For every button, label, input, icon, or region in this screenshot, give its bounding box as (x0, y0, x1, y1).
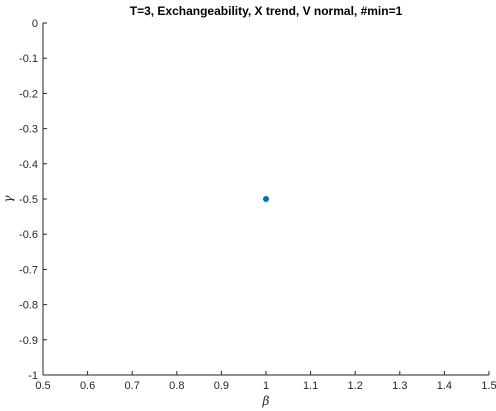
x-tick-label: 0.6 (80, 380, 95, 392)
y-tick-label: -0.7 (19, 264, 38, 276)
data-point (263, 196, 269, 202)
x-tick-label: 1.4 (437, 380, 452, 392)
y-tick-label: -0.6 (19, 229, 38, 241)
y-axis-label: γ (1, 195, 15, 203)
x-tick-label: 1 (263, 380, 269, 392)
y-tick-label: -0.3 (19, 124, 38, 136)
y-tick-label: -0.2 (19, 88, 38, 100)
x-tick-label: 1.3 (392, 380, 407, 392)
x-axis-label: β (262, 394, 270, 408)
x-tick-label: 1.1 (303, 380, 318, 392)
x-tick-label: 0.7 (125, 380, 140, 392)
y-tick-label: -0.5 (19, 194, 38, 206)
x-tick-label: 0.8 (169, 380, 184, 392)
y-tick-label: -0.9 (19, 335, 38, 347)
y-tick-label: 0 (32, 18, 38, 30)
chart-title: T=3, Exchangeability, X trend, V normal,… (130, 4, 403, 18)
data-points (263, 196, 269, 202)
y-tick-label: -0.1 (19, 53, 38, 65)
x-tick-label: 1.5 (481, 380, 496, 392)
x-tick-label: 0.9 (214, 380, 229, 392)
y-tick-label: -1 (28, 370, 38, 382)
y-tick-label: -0.8 (19, 300, 38, 312)
x-tick-label: 1.2 (348, 380, 363, 392)
y-tick-label: -0.4 (19, 159, 38, 171)
x-axis-ticks: 0.5 0.6 0.7 0.8 0.9 1 1.1 1.2 1.3 1.4 1.5 (35, 371, 496, 392)
